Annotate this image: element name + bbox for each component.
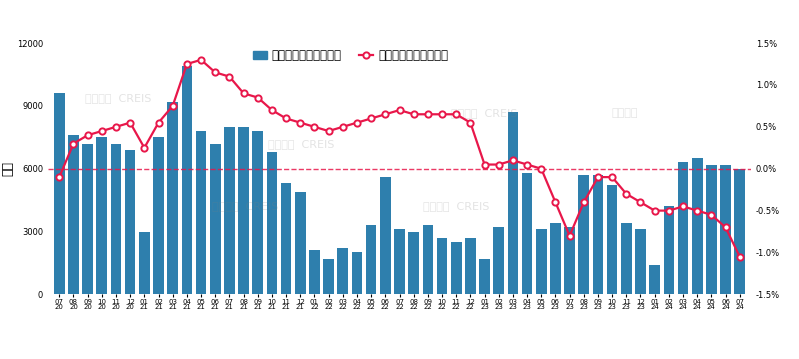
Bar [125,150,136,294]
Bar [380,177,391,294]
Bar [295,192,305,294]
Bar [153,137,164,294]
Bar [408,232,419,294]
Text: 中指数据: 中指数据 [611,108,638,118]
Bar [465,238,475,294]
Bar [720,164,731,294]
Bar [352,252,362,294]
Bar [451,242,462,294]
Bar [309,251,320,294]
Bar [196,131,206,294]
Bar [394,229,405,294]
Bar [97,137,107,294]
Legend: 杭州二手住宅成交套数, 杭州二手住宅价格环比: 杭州二手住宅成交套数, 杭州二手住宅价格环比 [252,49,448,62]
Bar [111,144,121,294]
Bar [606,186,618,294]
Bar [706,164,717,294]
Bar [479,259,490,294]
Y-axis label: 套数: 套数 [1,161,14,176]
Bar [224,127,235,294]
Bar [181,66,193,294]
Bar [437,238,447,294]
Bar [423,225,433,294]
Bar [267,152,277,294]
Bar [564,227,575,294]
Bar [507,112,519,294]
Bar [678,162,688,294]
Bar [578,175,589,294]
Bar [139,232,149,294]
Bar [536,229,547,294]
Bar [68,135,79,294]
Text: 中指数据  CREIS: 中指数据 CREIS [451,108,517,118]
Bar [635,229,646,294]
Bar [324,259,334,294]
Bar [650,265,660,294]
Bar [366,225,376,294]
Text: 中指数据  CREIS: 中指数据 CREIS [212,201,278,211]
Bar [522,173,532,294]
Bar [663,206,674,294]
Bar [593,175,603,294]
Bar [54,93,65,294]
Bar [280,183,292,294]
Bar [734,169,745,294]
Bar [167,102,178,294]
Bar [82,144,93,294]
Bar [210,144,221,294]
Text: 中指数据  CREIS: 中指数据 CREIS [423,201,489,211]
Bar [337,248,348,294]
Bar [621,223,632,294]
Text: 中指数据  CREIS: 中指数据 CREIS [268,139,334,149]
Bar [252,131,263,294]
Bar [494,227,504,294]
Bar [551,223,561,294]
Text: 中指数据  CREIS: 中指数据 CREIS [85,93,152,103]
Bar [692,158,702,294]
Bar [238,127,248,294]
